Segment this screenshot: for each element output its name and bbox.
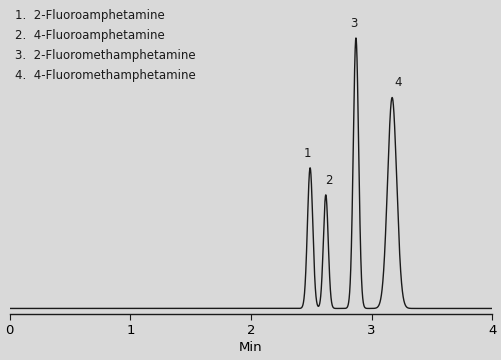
Text: 3.  2-Fluoromethamphetamine: 3. 2-Fluoromethamphetamine <box>15 49 195 62</box>
Text: 4.  4-Fluoromethamphetamine: 4. 4-Fluoromethamphetamine <box>15 69 195 82</box>
Text: 1.  2-Fluoroamphetamine: 1. 2-Fluoroamphetamine <box>15 9 164 22</box>
Text: 3: 3 <box>349 17 357 30</box>
Text: 4: 4 <box>394 76 401 89</box>
Text: 1: 1 <box>303 147 310 160</box>
X-axis label: Min: Min <box>238 341 263 355</box>
Text: 2.  4-Fluoroamphetamine: 2. 4-Fluoroamphetamine <box>15 29 164 42</box>
Text: 2: 2 <box>325 174 332 187</box>
